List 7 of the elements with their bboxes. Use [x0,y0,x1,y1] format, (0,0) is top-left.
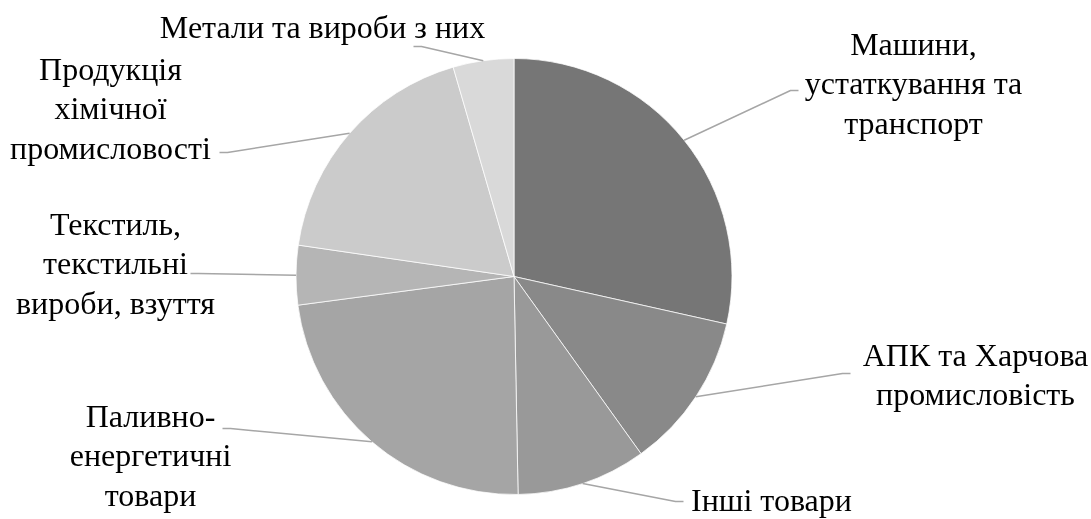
slice-label: Текстиль, текстильні вироби, взуття [16,205,216,322]
slice-label: АПК та Харчова промисловість [862,336,1089,413]
slice-label: Інші товари [691,481,852,518]
slice-label: Машини, устаткування та транспорт [804,25,1023,142]
slice-label: Метали та вироби з них [159,8,486,45]
slice-label: Паливно-енергетичні товари [69,397,232,514]
slice-label: Продукція хімічної промисловості [10,50,212,167]
